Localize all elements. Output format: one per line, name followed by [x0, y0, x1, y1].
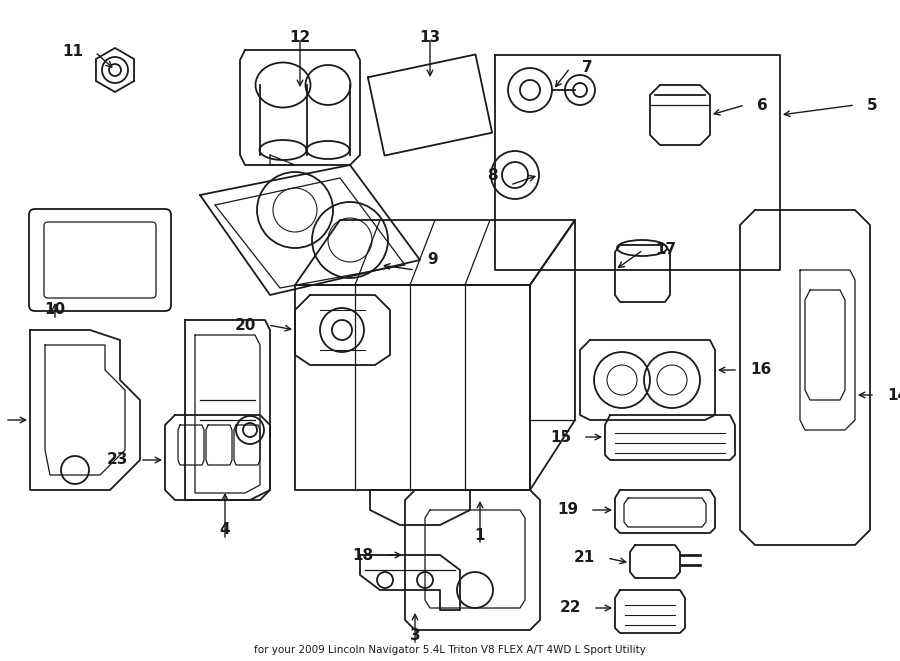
Text: 6: 6 [757, 98, 768, 112]
Text: 9: 9 [427, 253, 437, 268]
Text: 20: 20 [235, 317, 256, 332]
Text: 15: 15 [550, 430, 571, 444]
Text: 11: 11 [62, 44, 83, 59]
Text: 16: 16 [750, 362, 771, 377]
Text: 3: 3 [410, 627, 420, 642]
Text: 18: 18 [352, 547, 373, 563]
Text: 17: 17 [655, 243, 676, 258]
Text: 8: 8 [488, 167, 498, 182]
Text: 12: 12 [290, 30, 310, 46]
Text: 21: 21 [574, 551, 595, 566]
FancyBboxPatch shape [29, 209, 171, 311]
Text: 22: 22 [560, 600, 581, 615]
Text: 5: 5 [867, 98, 877, 112]
Text: 23: 23 [106, 453, 128, 467]
Text: 19: 19 [557, 502, 578, 518]
Text: 14: 14 [887, 387, 900, 403]
Text: 4: 4 [220, 522, 230, 537]
Text: 7: 7 [582, 61, 592, 75]
Text: 13: 13 [419, 30, 441, 46]
Text: for your 2009 Lincoln Navigator 5.4L Triton V8 FLEX A/T 4WD L Sport Utility: for your 2009 Lincoln Navigator 5.4L Tri… [254, 645, 646, 655]
Text: 10: 10 [44, 303, 66, 317]
FancyBboxPatch shape [44, 222, 156, 298]
Text: 1: 1 [475, 527, 485, 543]
